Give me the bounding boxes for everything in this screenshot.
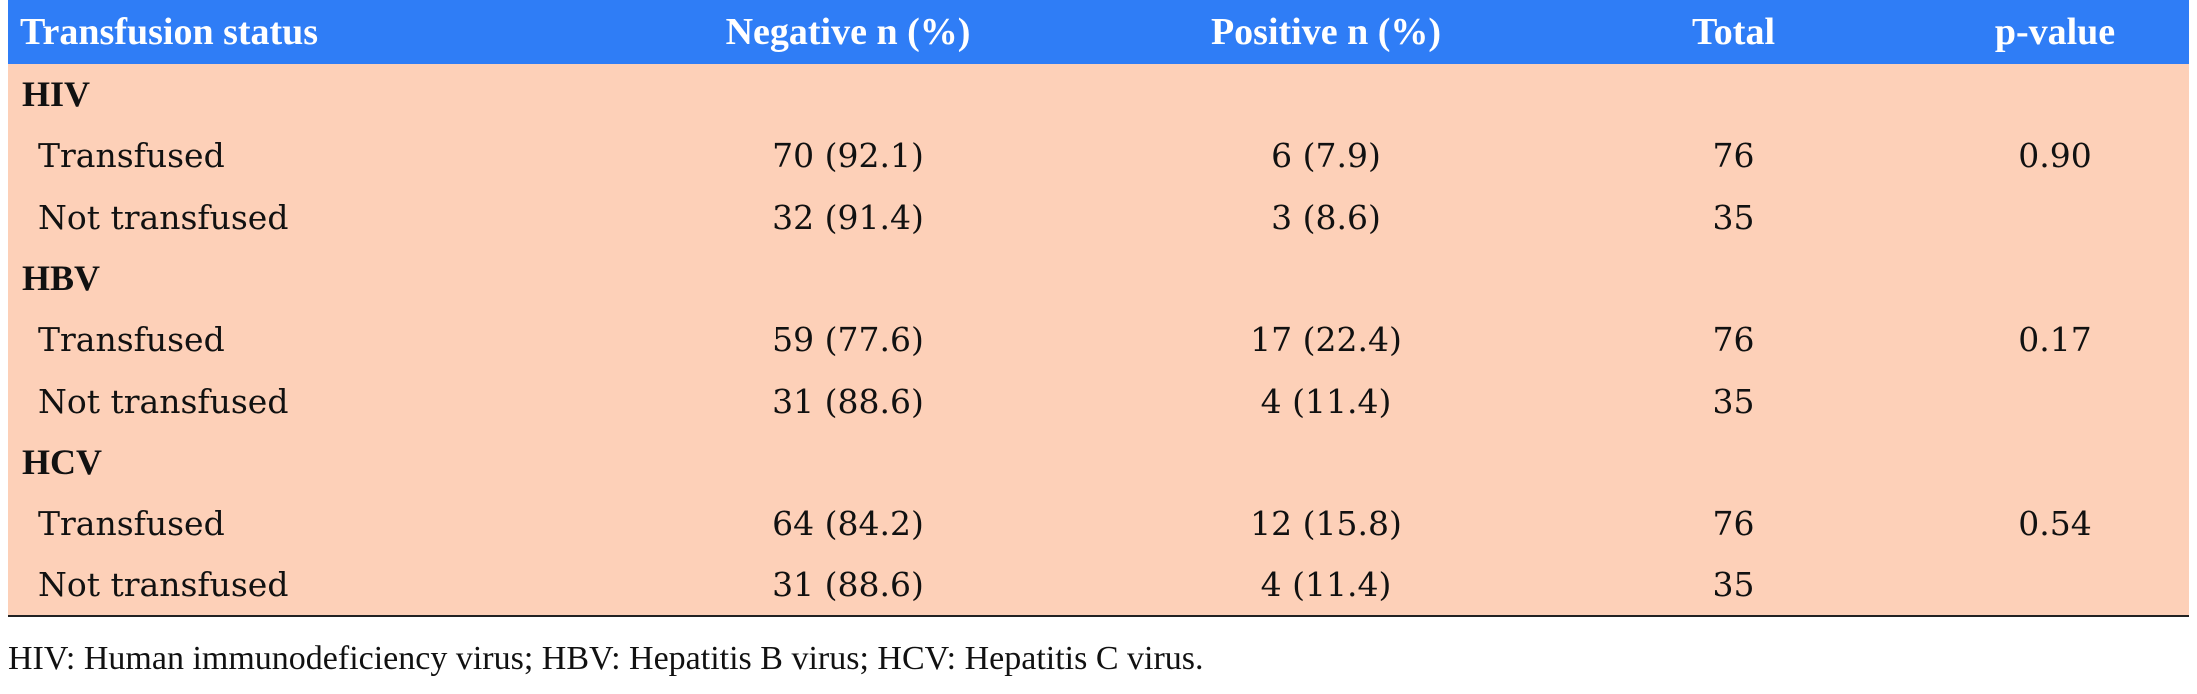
header-transfusion-status: Transfusion status bbox=[20, 11, 319, 53]
header-p-value: p-value bbox=[1994, 11, 2116, 53]
status-cell: Transfused bbox=[38, 319, 225, 359]
negative-cell: 64 (84.2) bbox=[772, 503, 924, 543]
p-value-cell bbox=[1921, 554, 2189, 617]
total-cell: 35 bbox=[1712, 381, 1755, 421]
table-footnote: HIV: Human immunodeficiency virus; HBV: … bbox=[8, 640, 1204, 677]
negative-cell: 31 (88.6) bbox=[590, 554, 1106, 617]
p-value-cell: 0.17 bbox=[2018, 319, 2092, 359]
p-value-cell: 0.90 bbox=[2018, 135, 2092, 175]
transfusion-results-table: Transfusion status Negative n (%) Positi… bbox=[8, 0, 2189, 617]
header-positive: Positive n (%) bbox=[1210, 11, 1442, 53]
positive-cell: 3 (8.6) bbox=[1271, 197, 1381, 237]
total-cell: 76 bbox=[1712, 319, 1755, 359]
table-row-hbv-not-transfused: Not transfused 31 (88.6) 4 (11.4) 35 bbox=[8, 370, 2189, 432]
header-negative: Negative n (%) bbox=[725, 11, 971, 53]
table-row-hiv-not-transfused: Not transfused 32 (91.4) 3 (8.6) 35 bbox=[8, 186, 2189, 248]
table-body: HIV Transfused 70 (92.1) 6 (7.9) 76 0.90… bbox=[8, 64, 2189, 617]
header-total: Total bbox=[1691, 11, 1776, 53]
total-cell: 35 bbox=[1712, 197, 1755, 237]
total-cell: 76 bbox=[1712, 135, 1755, 175]
positive-cell: 4 (11.4) bbox=[1106, 554, 1546, 617]
negative-cell: 32 (91.4) bbox=[772, 197, 924, 237]
results-table-container: Transfusion status Negative n (%) Positi… bbox=[8, 0, 2189, 617]
total-cell: 76 bbox=[1712, 503, 1755, 543]
header-row: Transfusion status Negative n (%) Positi… bbox=[8, 0, 2189, 64]
table-row-hiv-transfused: Transfused 70 (92.1) 6 (7.9) 76 0.90 bbox=[8, 124, 2189, 186]
status-cell: Not transfused bbox=[38, 197, 289, 237]
status-cell: Transfused bbox=[38, 503, 225, 543]
status-cell: Not transfused bbox=[38, 381, 289, 421]
group-label-hiv: HIV bbox=[22, 74, 91, 114]
table-row-hbv-transfused: Transfused 59 (77.6) 17 (22.4) 76 0.17 bbox=[8, 308, 2189, 370]
negative-cell: 31 (88.6) bbox=[772, 381, 924, 421]
group-label-hcv: HCV bbox=[22, 442, 102, 482]
negative-cell: 70 (92.1) bbox=[772, 135, 924, 175]
positive-cell: 17 (22.4) bbox=[1250, 319, 1402, 359]
negative-cell: 59 (77.6) bbox=[772, 319, 924, 359]
p-value-cell bbox=[1921, 370, 2189, 432]
positive-cell: 4 (11.4) bbox=[1260, 381, 1392, 421]
p-value-cell bbox=[1921, 186, 2189, 248]
status-cell: Transfused bbox=[38, 135, 225, 175]
status-cell: Not transfused bbox=[8, 554, 590, 617]
table-row-hcv-transfused: Transfused 64 (84.2) 12 (15.8) 76 0.54 bbox=[8, 492, 2189, 554]
total-cell: 35 bbox=[1546, 554, 1921, 617]
table-header: Transfusion status Negative n (%) Positi… bbox=[8, 0, 2189, 64]
group-row-hiv: HIV bbox=[8, 64, 2189, 124]
table-row-hcv-not-transfused: Not transfused 31 (88.6) 4 (11.4) 35 bbox=[8, 554, 2189, 617]
group-row-hbv: HBV bbox=[8, 248, 2189, 308]
positive-cell: 12 (15.8) bbox=[1250, 503, 1402, 543]
group-label-hbv: HBV bbox=[22, 258, 101, 298]
group-row-hcv: HCV bbox=[8, 432, 2189, 492]
p-value-cell: 0.54 bbox=[2018, 503, 2092, 543]
positive-cell: 6 (7.9) bbox=[1271, 135, 1381, 175]
